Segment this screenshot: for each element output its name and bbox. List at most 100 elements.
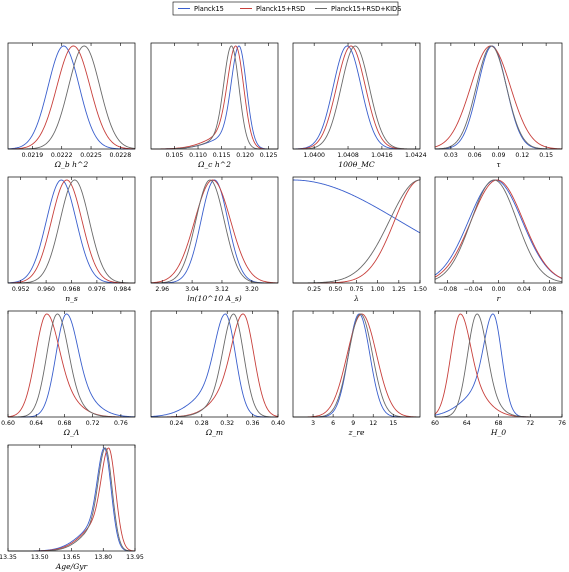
tick-label: 0.32 <box>220 420 234 427</box>
tick-label: 3.12 <box>215 286 229 293</box>
series-line <box>435 313 562 418</box>
tick-label: 6 <box>331 420 335 427</box>
tick-label: 0.984 <box>113 286 131 293</box>
series-line <box>293 313 420 418</box>
series-line <box>150 313 278 418</box>
plot-frame <box>7 444 136 552</box>
series-line <box>151 179 278 284</box>
plot-frame <box>150 310 279 418</box>
series-line <box>8 447 136 552</box>
tick-label: 12 <box>369 420 377 427</box>
tick-label: 0.960 <box>37 286 55 293</box>
tick-label: 3.20 <box>245 286 259 293</box>
series-line <box>7 179 135 284</box>
series-line <box>293 313 420 418</box>
tick-label: −0.04 <box>464 286 483 293</box>
panel: −0.08 −0.04 0.00 0.04 0.08 r <box>434 176 563 303</box>
plot-frame <box>7 42 136 150</box>
tick-label: 68 <box>495 420 503 427</box>
panel: 0.03 0.06 0.09 0.12 0.15 τ <box>434 42 563 169</box>
plot-frame <box>7 176 136 284</box>
tick-label: 0.64 <box>29 420 43 427</box>
panel: 0.25 0.50 0.75 1.00 1.25 1.50 λ <box>292 176 427 303</box>
axis-label: Ω_m <box>205 428 223 437</box>
tick-label: 9 <box>351 420 355 427</box>
series-line <box>8 447 135 552</box>
series-line <box>8 313 135 418</box>
panel: 0.24 0.28 0.32 0.36 0.40 Ω_m <box>150 310 285 437</box>
tick-label: 0.25 <box>307 286 321 293</box>
plot-frame <box>292 176 421 284</box>
tick-label: 0.0228 <box>110 152 132 159</box>
panel: 0.952 0.960 0.968 0.976 0.984 n_s <box>7 176 136 303</box>
series-line <box>151 313 279 418</box>
tick-label: 0.75 <box>350 286 364 293</box>
tick-label: 0.15 <box>539 152 553 159</box>
plot-frame <box>292 42 421 150</box>
axis-label: n_s <box>65 294 78 303</box>
axis-label: λ <box>353 294 359 303</box>
legend-label: Planck15 <box>194 5 224 13</box>
series-line <box>151 45 278 150</box>
panel: 3 6 9 12 15 z_re <box>292 310 421 437</box>
tick-label: 0.976 <box>88 286 106 293</box>
series-line <box>293 179 421 284</box>
tick-label: 1.0408 <box>337 152 359 159</box>
plot-frame <box>434 42 563 150</box>
plot-frame <box>7 310 136 418</box>
tick-label: 0.24 <box>170 420 184 427</box>
legend: Planck15 Planck15+RSD Planck15+RSD+KIDS <box>172 1 401 16</box>
plot-frame <box>150 42 279 150</box>
axis-label: z_re <box>348 428 365 437</box>
axis-label: 100θ_MC <box>338 160 375 169</box>
panel: 13.35 13.50 13.65 13.80 13.95 Age/Gyr <box>0 444 144 571</box>
panel: 60 64 68 72 76 H_0 <box>431 310 566 437</box>
axis-label: H_0 <box>490 428 506 437</box>
series-line <box>293 313 421 418</box>
panel: 0.105 0.110 0.115 0.120 0.125 Ω_c h^2 <box>150 42 279 169</box>
tick-label: 64 <box>463 420 471 427</box>
tick-label: 0.0225 <box>80 152 102 159</box>
legend-frame <box>172 1 399 16</box>
plot-frame <box>434 176 563 284</box>
tick-label: 60 <box>431 420 439 427</box>
tick-label: 0.03 <box>444 152 458 159</box>
tick-label: 0.36 <box>246 420 260 427</box>
tick-label: 1.50 <box>413 286 427 293</box>
tick-label: 1.0424 <box>405 152 427 159</box>
tick-label: 0.28 <box>195 420 209 427</box>
series-line <box>293 179 421 234</box>
tick-label: 0.125 <box>260 152 278 159</box>
series-line <box>434 179 563 279</box>
tick-label: −0.08 <box>438 286 457 293</box>
series-line <box>7 45 135 150</box>
tick-label: 0.0222 <box>51 152 73 159</box>
series-line <box>434 45 563 150</box>
axis-label: Ω_Λ <box>63 428 80 437</box>
axis-label: Ω_c h^2 <box>197 160 231 169</box>
plot-frame <box>150 176 279 284</box>
tick-label: 3 <box>311 420 315 427</box>
series-line <box>434 45 562 150</box>
tick-label: 13.95 <box>126 554 144 561</box>
series-line <box>8 179 135 284</box>
series-line <box>434 179 563 279</box>
tick-label: 0.04 <box>517 286 531 293</box>
tick-label: 0.68 <box>58 420 72 427</box>
axis-label: ln(10^10 A_s) <box>187 294 242 303</box>
panel: 0.60 0.64 0.68 0.72 0.76 Ω_Λ <box>1 310 136 437</box>
tick-label: 13.80 <box>94 554 112 561</box>
series-line <box>434 179 563 283</box>
series-line <box>293 45 420 150</box>
tick-label: 0.72 <box>86 420 100 427</box>
series-line <box>151 179 278 284</box>
series-line <box>8 447 136 552</box>
tick-label: 0.09 <box>492 152 506 159</box>
tick-label: 0.105 <box>166 152 184 159</box>
axis-label: τ <box>496 160 501 169</box>
plot-frame <box>292 310 421 418</box>
series-line <box>151 313 278 418</box>
tick-label: 1.25 <box>392 286 406 293</box>
